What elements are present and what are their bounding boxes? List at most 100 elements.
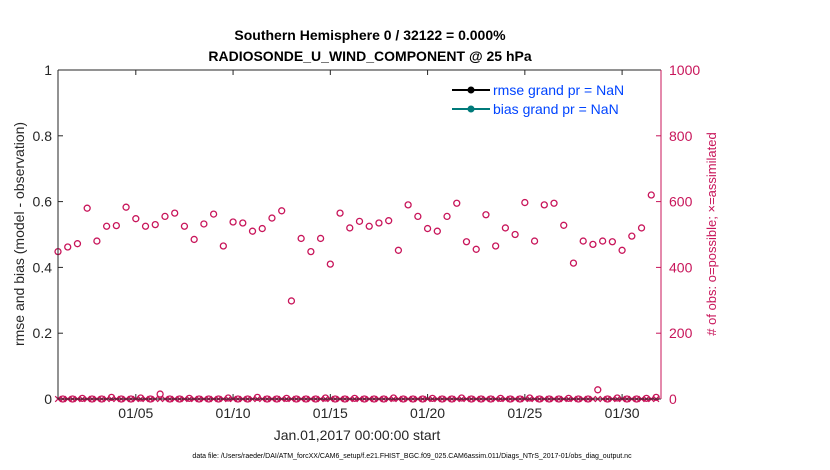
obs-possible-marker	[316, 234, 325, 243]
obs-possible-marker	[521, 198, 529, 207]
obs-possible-marker	[569, 259, 578, 267]
legend-rmse-label: rmse grand pr = NaN	[493, 82, 624, 98]
obs-possible-marker	[453, 199, 461, 207]
obs-possible-marker	[350, 394, 359, 402]
obs-possible-marker	[132, 215, 140, 223]
legend-box	[448, 76, 652, 121]
x-tick-label: 01/20	[410, 405, 445, 421]
y-right-tick-label: 600	[669, 194, 693, 210]
obs-possible-marker	[346, 224, 354, 232]
obs-possible-marker	[457, 394, 466, 402]
obs-possible-marker	[102, 222, 111, 230]
obs-possible-marker	[78, 394, 86, 402]
obs-possible-marker	[209, 210, 218, 218]
obs-possible-marker	[307, 247, 315, 256]
y-tick-label: 1	[44, 62, 52, 78]
obs-possible-marker	[64, 243, 72, 251]
x-axis-ticks: 01/05 01/10 01/15 01/20 01/25 01/30	[118, 70, 640, 421]
obs-possible-marker	[336, 209, 344, 217]
legend-rmse-marker	[467, 86, 475, 94]
obs-possible-marker	[190, 235, 198, 244]
obs-possible-marker	[239, 219, 247, 227]
obs-possible-marker	[589, 240, 597, 249]
chart-subtitle: RADIOSONDE_U_WIND_COMPONENT @ 25 hPa	[208, 48, 531, 64]
obs-possible-marker	[613, 394, 621, 402]
y-tick-label: 0.4	[33, 259, 53, 275]
obs-possible-marker	[637, 224, 646, 232]
y-right-tick-label: 400	[669, 259, 693, 275]
y-tick-label: 0.6	[33, 194, 53, 210]
y-right-tick-label: 0	[669, 391, 677, 407]
obs-possible-marker	[282, 394, 291, 402]
obs-possible-marker	[365, 222, 373, 230]
y-axis-right-label: # of obs: o=possible; ×=assimilated	[704, 132, 719, 335]
obs-possible-marker	[224, 394, 232, 402]
obs-possible-marker	[73, 240, 82, 248]
x-tick-label: 01/25	[507, 405, 542, 421]
x-axis-label: Jan.01,2017 00:00:00 start	[274, 427, 441, 443]
obs-possible-marker	[287, 297, 296, 305]
obs-possible-marker	[141, 222, 150, 230]
obs-possible-marker	[423, 224, 432, 233]
obs-possible-marker	[156, 390, 164, 398]
obs-possible-marker	[326, 260, 334, 268]
obs-possible-marker	[443, 212, 451, 221]
obs-possible-marker	[579, 237, 587, 245]
plot-area	[58, 70, 661, 399]
obs-possible-marker	[258, 224, 266, 233]
obs-possible-marker	[219, 242, 227, 250]
obs-possible-marker	[137, 394, 145, 402]
obs-possible-marker	[560, 221, 568, 229]
obs-possible-marker	[414, 212, 422, 221]
obs-possible-marker	[598, 237, 607, 245]
obs-possible-marker	[492, 242, 500, 250]
obs-possible-marker	[375, 219, 383, 227]
obs-possible-marker	[93, 237, 101, 245]
obs-possible-marker	[185, 394, 193, 402]
y-tick-label: 0.2	[33, 325, 53, 341]
obs-possible-marker	[550, 199, 558, 207]
obs-possible-marker	[428, 394, 437, 402]
legend-bias-label: bias grand pr = NaN	[493, 101, 619, 117]
x-tick-label: 01/15	[313, 405, 348, 421]
obs-possible-marker	[647, 191, 655, 199]
obs-possible-marker	[180, 222, 189, 230]
obs-possible-marker	[618, 246, 626, 254]
obs-possible-marker	[268, 214, 276, 222]
legend-bias-marker	[467, 105, 475, 113]
x-tick-label: 01/10	[216, 405, 251, 421]
obs-possible-marker	[608, 238, 617, 246]
y-right-tick-label: 200	[669, 325, 693, 341]
y-right-tick-label: 800	[669, 128, 693, 144]
obs-possible-marker	[540, 201, 548, 209]
obs-possible-marker	[526, 394, 534, 402]
obs-possible-marker	[496, 394, 505, 402]
obs-possible-marker	[297, 234, 305, 243]
obs-possible-marker	[482, 211, 490, 219]
obs-possible-marker	[321, 394, 330, 402]
y-axis-right-ticks: 0 200 400 600 800 1000	[656, 62, 700, 407]
obs-possible-marker	[433, 227, 441, 235]
obs-possible-marker	[355, 217, 364, 225]
obs-possible-marker	[472, 245, 480, 253]
obs-possible-marker	[248, 227, 257, 235]
obs-possible-marker	[462, 238, 471, 246]
obs-possible-marker	[122, 203, 130, 211]
obs-possible-marker	[112, 221, 121, 230]
obs-possible-marker	[151, 220, 159, 229]
obs-possible-marker	[511, 230, 519, 239]
y-right-tick-label: 1000	[669, 62, 700, 78]
chart-title: Southern Hemisphere 0 / 32122 = 0.000%	[234, 27, 506, 43]
obs-possible-marker	[501, 224, 510, 232]
obs-possible-marker	[564, 394, 573, 402]
y-axis-label: rmse and bias (model - observation)	[11, 122, 27, 346]
obs-possible-marker	[628, 232, 636, 240]
obs-possible-marker	[530, 237, 539, 245]
obs-possible-marker	[385, 217, 393, 225]
obs-possible-marker	[83, 204, 91, 212]
obs-possible-marker	[394, 246, 403, 254]
legend: rmse grand pr = NaN bias grand pr = NaN	[448, 76, 652, 121]
y-tick-label: 0.8	[33, 128, 53, 144]
data-file-footer: data file: /Users/raeder/DAI/ATM_forcXX/…	[192, 453, 632, 460]
obs-possible-marker	[642, 394, 651, 402]
